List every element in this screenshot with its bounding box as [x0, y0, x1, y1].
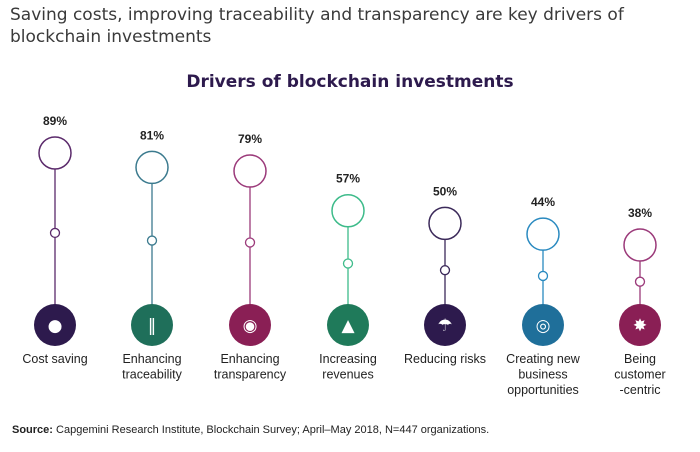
category-label: -centric	[620, 383, 661, 397]
chart-title: Drivers of blockchain investments	[186, 72, 514, 92]
customer-centric-icon-glyph: ✸	[633, 316, 647, 336]
stem-dot	[244, 237, 256, 248]
piggy-bank-icon-glyph: ●	[48, 316, 63, 336]
value-circle	[135, 150, 169, 185]
category-label: Cost saving	[22, 352, 87, 366]
eye-icon	[229, 304, 271, 346]
customer-centric-icon	[619, 304, 661, 346]
headline: Saving costs, improving traceability and…	[10, 5, 624, 47]
umbrella-coins-icon	[424, 304, 466, 346]
umbrella-coins-icon-glyph: ☂	[437, 316, 452, 336]
source-label: Source:	[12, 424, 53, 436]
category-label: traceability	[122, 368, 182, 382]
category-label: transparency	[214, 368, 287, 382]
value-circle	[526, 217, 560, 251]
category-label: opportunities	[507, 383, 579, 397]
stem-dot	[146, 235, 158, 246]
category-label: Reducing risks	[404, 352, 486, 366]
category-label: Enhancing	[122, 352, 181, 366]
value-label: 44%	[531, 195, 555, 209]
value-label: 81%	[140, 128, 164, 142]
binoculars-icon	[522, 304, 564, 346]
category-label: business	[518, 368, 567, 382]
category-label: Being	[624, 352, 656, 366]
money-bag-up-icon	[327, 304, 369, 346]
value-label: 57%	[336, 172, 360, 186]
category-label: customer	[614, 368, 665, 382]
source-text: Capgemini Research Institute, Blockchain…	[52, 424, 490, 436]
stem-dot	[342, 258, 354, 269]
category-label: Enhancing	[220, 352, 279, 366]
eye-icon-glyph: ◉	[243, 316, 258, 336]
value-circle	[331, 193, 365, 228]
value-circle	[428, 206, 462, 241]
value-label: 79%	[238, 132, 262, 146]
lollipop-chart: 89% ● Cost saving 81% ‖ Enhancing traceability…	[22, 114, 665, 397]
value-circle	[233, 154, 267, 188]
value-label: 38%	[628, 206, 652, 220]
value-label: 89%	[43, 114, 67, 128]
stem-dot	[49, 227, 61, 239]
source-note: Source: Capgemini Research Institute, Bl…	[12, 424, 489, 436]
category-label: revenues	[322, 368, 373, 382]
stem-dot	[439, 265, 451, 276]
stem-dot	[537, 270, 549, 282]
category-label: Increasing	[319, 352, 377, 366]
value-label: 50%	[433, 184, 457, 198]
barcode-icon	[131, 304, 173, 346]
value-circle	[38, 136, 72, 170]
value-circle	[623, 228, 657, 262]
category-label: Creating new	[506, 352, 581, 366]
binoculars-icon-glyph: ◎	[536, 316, 551, 336]
piggy-bank-icon	[34, 304, 76, 346]
stem-dot	[634, 276, 646, 287]
barcode-icon-glyph: ‖	[148, 316, 157, 336]
money-bag-up-icon-glyph: ▲	[341, 316, 355, 336]
